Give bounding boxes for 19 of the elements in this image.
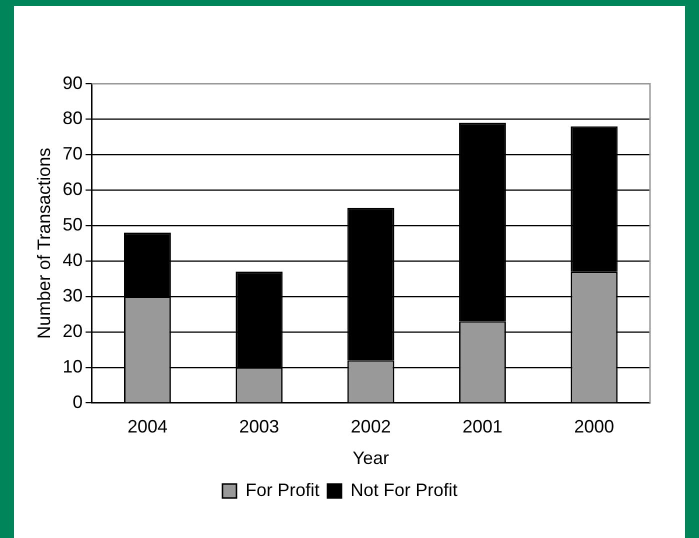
x-axis-title: Year	[352, 448, 389, 468]
y-tick-label: 10	[62, 356, 83, 376]
y-tick-label: 0	[72, 392, 83, 412]
y-axis-title: Number of Transactions	[34, 148, 54, 339]
x-tick-label: 2000	[574, 416, 614, 437]
legend-label: For Profit	[245, 480, 320, 500]
y-tick-label: 20	[62, 320, 83, 341]
y-tick-label: 50	[62, 214, 83, 235]
y-tick-label: 30	[62, 285, 83, 306]
y-tick-label: 90	[62, 72, 83, 93]
y-tick-label: 40	[62, 250, 83, 270]
legend-label: Not For Profit	[350, 480, 458, 500]
x-tick-label: 2003	[239, 416, 280, 437]
y-tick-label: 80	[62, 108, 83, 128]
x-tick-label: 2001	[462, 416, 503, 437]
y-tick-label: 70	[62, 144, 83, 164]
y-tick-label: 60	[62, 179, 83, 200]
x-tick-label: 2002	[350, 416, 391, 437]
x-tick-label: 2004	[127, 416, 168, 437]
